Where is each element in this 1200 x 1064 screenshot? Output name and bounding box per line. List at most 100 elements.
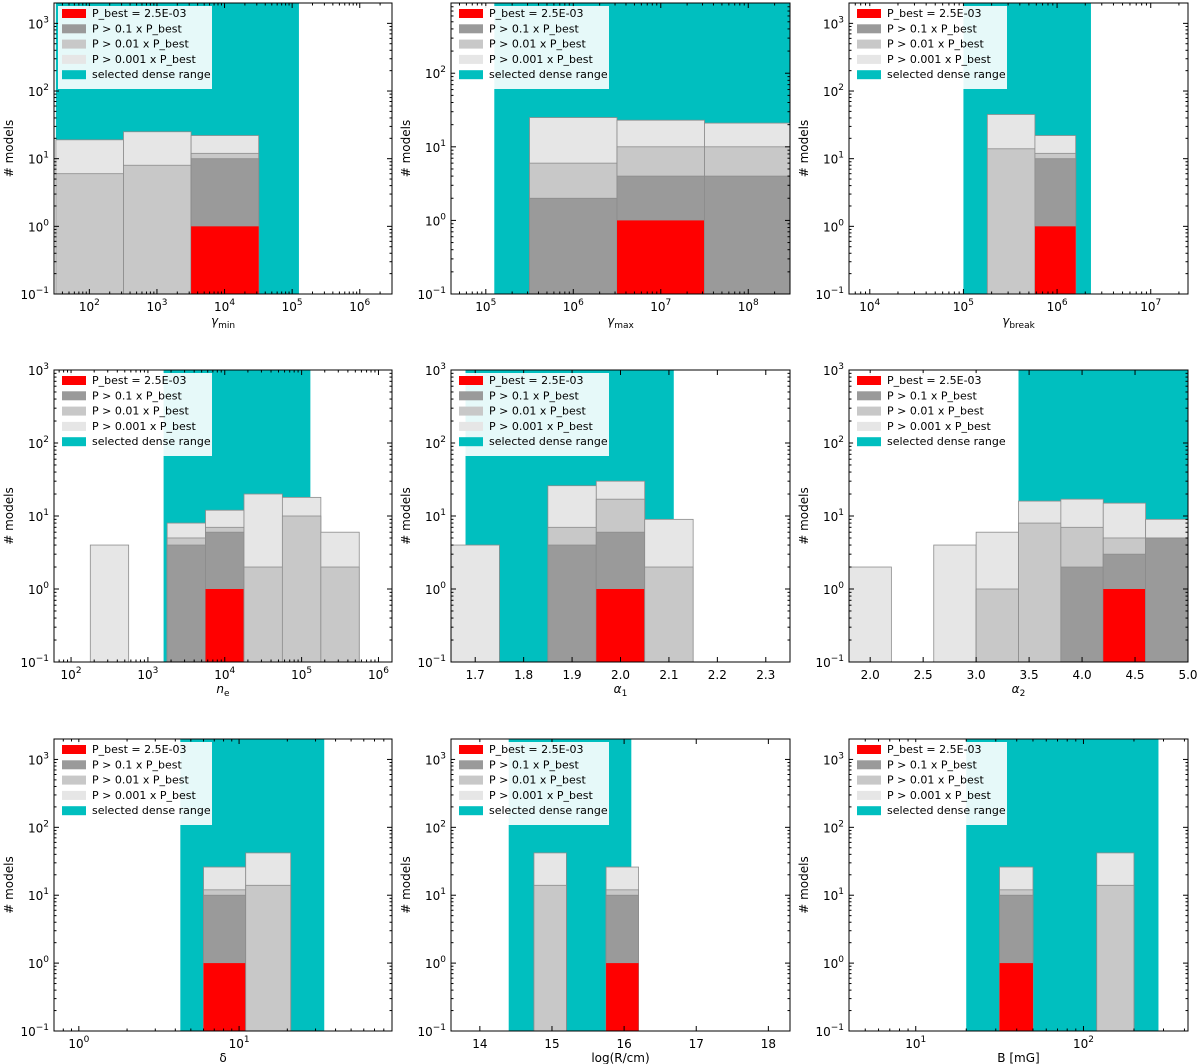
y-tick-label: 100 bbox=[28, 218, 49, 234]
legend-swatch-p001 bbox=[857, 39, 881, 49]
legend-label: P > 0.1 x P_best bbox=[92, 758, 182, 771]
x-tick-label: 102 bbox=[61, 666, 82, 682]
legend-swatch-best bbox=[62, 376, 86, 385]
x-tick-label: 105 bbox=[291, 666, 312, 682]
legend-swatch-p0001 bbox=[459, 421, 483, 431]
legend-label: selected dense range bbox=[887, 435, 1006, 448]
x-axis-label: γmax bbox=[607, 314, 634, 331]
x-tick-label: 108 bbox=[738, 298, 759, 314]
legend-swatch-dense bbox=[857, 70, 881, 80]
legend-label: P > 0.01 x P_best bbox=[92, 38, 189, 51]
y-axis-label: # models bbox=[2, 856, 16, 914]
bar-best bbox=[999, 963, 1033, 1031]
legend-swatch-p01 bbox=[62, 24, 86, 34]
x-tick-label: 2.3 bbox=[756, 668, 775, 682]
bar-p001 bbox=[644, 566, 694, 662]
y-tick-label: 10−1 bbox=[20, 654, 49, 670]
legend-swatch-p001 bbox=[62, 775, 86, 785]
x-tick-label: 4.5 bbox=[1125, 668, 1144, 682]
bar-p0001 bbox=[933, 544, 977, 662]
y-tick-label: 101 bbox=[28, 887, 49, 903]
bar-p001 bbox=[245, 884, 292, 1031]
legend-label: P > 0.001 x P_best bbox=[92, 420, 196, 433]
bar-p001 bbox=[55, 173, 124, 294]
bar-p001 bbox=[320, 566, 360, 662]
legend-swatch-p0001 bbox=[62, 54, 86, 64]
axes-frame bbox=[53, 2, 393, 295]
x-tick-label: 1.9 bbox=[563, 668, 582, 682]
panel-alpha-2: 10−1 100 101 102 103 2.0 2.5 3.0 3.5 4.0 4.5 5.0 α2 #… bbox=[797, 362, 1198, 699]
legend-swatch-p0001 bbox=[62, 421, 86, 431]
legend-swatch-p01 bbox=[459, 391, 483, 401]
legend-swatch-best bbox=[459, 745, 483, 754]
x-tick-label: 18 bbox=[761, 1037, 776, 1051]
x-tick-label: 107 bbox=[1140, 298, 1161, 314]
axes-frame bbox=[53, 738, 393, 1032]
panel-gamma-max: 10−1 100 101 102 105 106 107 108 γmax # models P_b… bbox=[399, 2, 791, 331]
x-tick-label: 3.0 bbox=[967, 668, 986, 682]
x-tick-label: 107 bbox=[650, 298, 671, 314]
y-tick-label: 101 bbox=[425, 887, 446, 903]
legend-label: selected dense range bbox=[489, 804, 608, 817]
bar-p0001 bbox=[849, 566, 892, 662]
x-tick-label: 2.0 bbox=[611, 668, 630, 682]
legend-label: P_best = 2.5E-03 bbox=[489, 7, 584, 20]
bar-p0001 bbox=[89, 544, 130, 662]
panel-alpha-1: 10−1 100 101 102 103 1.7 1.8 1.9 2.0 2.1 2.2 2.3 α1 #… bbox=[399, 362, 791, 699]
panel-b-field: 10−1 100 101 102 103 101 102 B [mG] # models P_be… bbox=[797, 738, 1189, 1064]
x-tick-label: 104 bbox=[859, 298, 880, 314]
legend-label: P_best = 2.5E-03 bbox=[92, 7, 187, 20]
x-tick-label: 103 bbox=[137, 666, 158, 682]
legend-swatch-p001 bbox=[459, 406, 483, 416]
x-axis-label: α2 bbox=[1012, 682, 1026, 699]
x-axis-label: δ bbox=[219, 1051, 226, 1064]
x-tick-label: 106 bbox=[349, 298, 370, 314]
y-tick-label: 10−1 bbox=[815, 1023, 844, 1039]
bar-best bbox=[596, 589, 645, 662]
y-tick-label: 100 bbox=[28, 955, 49, 971]
legend-label: P > 0.01 x P_best bbox=[489, 774, 586, 787]
y-tick-label: 103 bbox=[28, 362, 49, 378]
legend-swatch-dense bbox=[62, 437, 86, 447]
legend-swatch-dense bbox=[857, 806, 881, 816]
x-tick-label: 2.0 bbox=[861, 668, 880, 682]
y-tick-label: 100 bbox=[425, 581, 446, 597]
x-tick-label: 16 bbox=[616, 1037, 631, 1051]
y-axis-label: # models bbox=[399, 856, 413, 914]
y-axis-label: # models bbox=[2, 487, 16, 545]
y-tick-label: 100 bbox=[823, 581, 844, 597]
x-tick-label: 105 bbox=[475, 298, 496, 314]
y-tick-label: 10−1 bbox=[815, 286, 844, 302]
x-tick-label: 2.2 bbox=[708, 668, 727, 682]
legend-label: P > 0.1 x P_best bbox=[92, 389, 182, 402]
x-tick-label: 103 bbox=[146, 298, 167, 314]
y-tick-label: 10−1 bbox=[815, 654, 844, 670]
x-axis-label: α1 bbox=[614, 682, 628, 699]
bar-p001 bbox=[533, 884, 567, 1031]
legend-swatch-dense bbox=[459, 806, 483, 816]
legend-label: P > 0.1 x P_best bbox=[489, 389, 579, 402]
x-axis-label: γbreak bbox=[1002, 314, 1035, 331]
legend-label: P > 0.001 x P_best bbox=[92, 789, 196, 802]
y-tick-label: 10−1 bbox=[20, 286, 49, 302]
legend-swatch-dense bbox=[459, 437, 483, 447]
bar-p001 bbox=[986, 148, 1036, 294]
legend-swatch-p001 bbox=[857, 775, 881, 785]
legend-label: P_best = 2.5E-03 bbox=[887, 7, 982, 20]
x-tick-label: 100 bbox=[68, 1035, 89, 1051]
legend-label: selected dense range bbox=[92, 435, 211, 448]
x-tick-label: 104 bbox=[214, 666, 235, 682]
x-tick-label: 14 bbox=[472, 1037, 487, 1051]
legend-swatch-best bbox=[62, 9, 86, 18]
x-tick-label: 3.5 bbox=[1020, 668, 1039, 682]
legend-swatch-p01 bbox=[62, 760, 86, 770]
legend-label: P > 0.01 x P_best bbox=[887, 774, 984, 787]
legend-label: P_best = 2.5E-03 bbox=[489, 374, 584, 387]
bar-p001 bbox=[1018, 522, 1062, 662]
y-tick-label: 102 bbox=[425, 819, 446, 835]
x-axis-label: γmin bbox=[211, 314, 235, 331]
legend-swatch-dense bbox=[459, 70, 483, 80]
bar-p0001 bbox=[451, 544, 500, 662]
x-tick-label: 101 bbox=[229, 1035, 250, 1051]
x-tick-label: 102 bbox=[1073, 1035, 1094, 1051]
